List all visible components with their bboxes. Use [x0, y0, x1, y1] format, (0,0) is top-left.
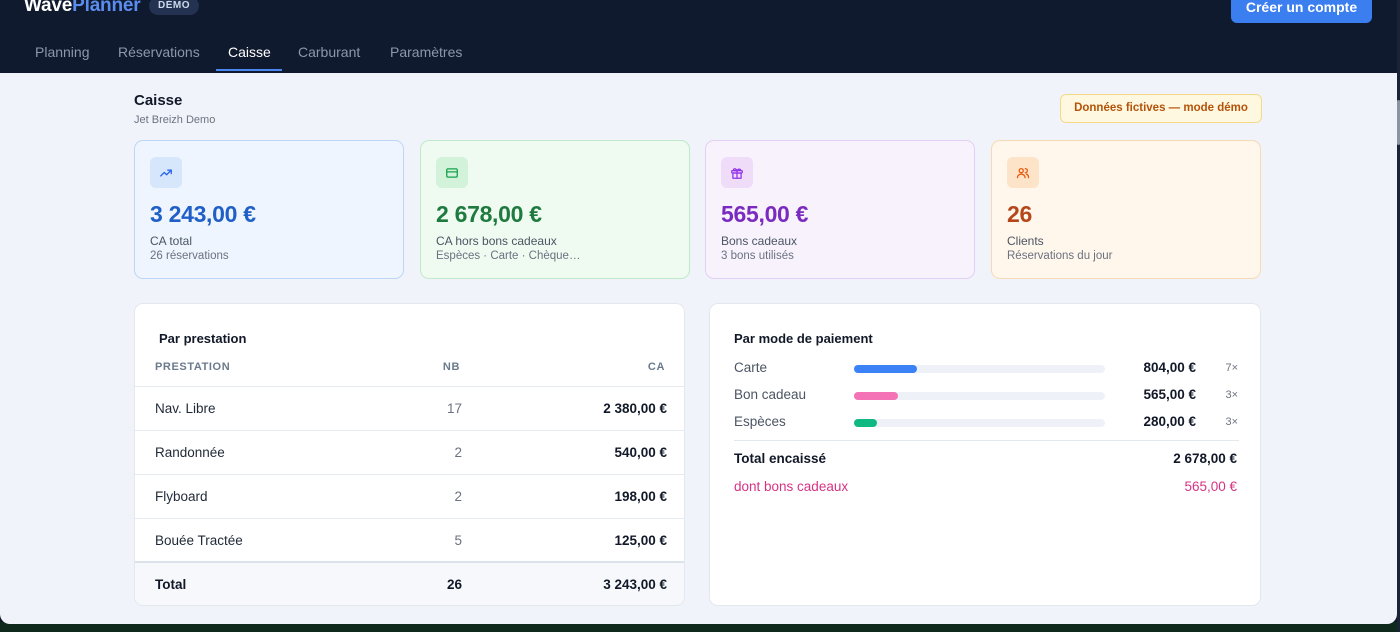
total-label: Total — [155, 577, 187, 592]
kpi-label: CA total — [150, 234, 193, 248]
kpi-label: Bons cadeaux — [721, 234, 798, 248]
kpi-label: Clients — [1007, 234, 1044, 248]
payment-bar-fill — [854, 392, 898, 400]
trending-up-icon — [150, 157, 182, 188]
card-title: Par mode de paiement — [734, 331, 873, 346]
kpi-card-clients: 26 Clients Réservations du jour — [991, 140, 1261, 279]
kpi-sublabel: Espèces · Carte · Chèque… — [436, 250, 581, 262]
payment-row-card: Carte 804,00 € 7× — [710, 358, 1260, 378]
service-name: Randonnée — [155, 445, 225, 460]
table-total-row: Total 26 3 243,00 € — [135, 561, 684, 605]
payment-amount: 804,00 € — [1143, 360, 1196, 375]
payment-method-name: Espèces — [734, 414, 786, 429]
service-revenue: 540,00 € — [614, 445, 667, 460]
column-header-revenue: CA — [647, 361, 665, 373]
kpi-sublabel: 26 réservations — [150, 250, 229, 262]
payment-bar-fill — [854, 365, 917, 373]
service-revenue: 125,00 € — [614, 533, 667, 548]
card-title: Par prestation — [159, 331, 247, 346]
scrollbar[interactable] — [1397, 0, 1400, 632]
page-title: Caisse — [134, 92, 183, 109]
kpi-sublabel: 3 bons utilisés — [721, 250, 794, 262]
gift-icon — [721, 157, 753, 188]
top-bar: WavePlanner DÉMO Créer un compte Plannin… — [0, 0, 1397, 73]
kpi-label: CA hors bons cadeaux — [436, 234, 557, 248]
table-row[interactable]: Flyboard 2 198,00 € — [135, 474, 684, 518]
active-tab-indicator — [216, 69, 282, 71]
payment-row-gift-voucher: Bon cadeau 565,00 € 3× — [710, 385, 1260, 405]
tab-reservations[interactable]: Réservations — [118, 44, 200, 60]
kpi-value: 26 — [1007, 201, 1032, 227]
service-revenue: 2 380,00 € — [603, 401, 667, 416]
gift-voucher-share-label: dont bons cadeaux — [734, 479, 849, 494]
table-row[interactable]: Randonnée 2 540,00 € — [135, 430, 684, 474]
kpi-sublabel: Réservations du jour — [1007, 250, 1113, 262]
kpi-card-gift-vouchers: 565,00 € Bons cadeaux 3 bons utilisés — [705, 140, 975, 279]
tab-carburant[interactable]: Carburant — [298, 44, 361, 60]
service-revenue: 198,00 € — [614, 489, 667, 504]
payment-count: 3× — [1225, 416, 1238, 428]
payment-count: 7× — [1225, 362, 1238, 374]
divider — [734, 440, 1239, 441]
create-account-button[interactable]: Créer un compte — [1231, 0, 1372, 23]
credit-card-icon — [436, 157, 468, 188]
total-collected-value: 2 678,00 € — [1173, 451, 1237, 466]
gift-voucher-share-value: 565,00 € — [1184, 479, 1237, 494]
payment-bar-track — [854, 365, 1105, 373]
table-row[interactable]: Bouée Tractée 5 125,00 € — [135, 518, 684, 562]
service-name: Nav. Libre — [155, 401, 216, 416]
by-service-card: Par prestation PRESTATION NB CA Nav. Lib… — [134, 303, 685, 606]
service-count: 5 — [454, 533, 462, 548]
payment-amount: 565,00 € — [1143, 387, 1196, 402]
users-icon — [1007, 157, 1039, 188]
kpi-value: 565,00 € — [721, 201, 809, 227]
kpi-value: 2 678,00 € — [436, 201, 542, 227]
scrollbar-thumb[interactable] — [1397, 100, 1400, 145]
page-subtitle: Jet Breizh Demo — [134, 114, 216, 126]
tab-caisse[interactable]: Caisse — [228, 44, 271, 60]
table-row[interactable]: Nav. Libre 17 2 380,00 € — [135, 386, 684, 430]
service-name: Flyboard — [155, 489, 208, 504]
desktop-background — [0, 622, 1400, 632]
column-header-service: PRESTATION — [155, 361, 231, 373]
payment-row-cash: Espèces 280,00 € 3× — [710, 412, 1260, 432]
demo-data-notice: Données fictives — mode démo — [1060, 94, 1262, 123]
total-revenue: 3 243,00 € — [603, 577, 667, 592]
kpi-card-total-revenue: 3 243,00 € CA total 26 réservations — [134, 140, 404, 279]
kpi-value: 3 243,00 € — [150, 201, 256, 227]
payment-amount: 280,00 € — [1143, 414, 1196, 429]
payment-bar-fill — [854, 419, 877, 427]
payment-bar-track — [854, 392, 1105, 400]
by-payment-card: Par mode de paiement Carte 804,00 € 7× B… — [709, 303, 1261, 606]
service-name: Bouée Tractée — [155, 533, 243, 548]
payment-method-name: Bon cadeau — [734, 387, 807, 402]
total-count: 26 — [446, 577, 462, 592]
payment-method-name: Carte — [734, 360, 768, 375]
tab-planning[interactable]: Planning — [35, 44, 90, 60]
kpi-card-revenue-excl-gift: 2 678,00 € CA hors bons cadeaux Espèces … — [420, 140, 690, 279]
demo-badge: DÉMO — [149, 0, 199, 15]
service-count: 2 — [454, 445, 462, 460]
app-logo[interactable]: WavePlanner — [24, 0, 141, 16]
total-collected-label: Total encaissé — [734, 451, 827, 466]
payment-bar-track — [854, 419, 1105, 427]
service-count: 17 — [446, 401, 462, 416]
column-header-count: NB — [442, 361, 460, 373]
payment-count: 3× — [1225, 389, 1238, 401]
service-count: 2 — [454, 489, 462, 504]
tab-parametres[interactable]: Paramètres — [390, 44, 463, 60]
